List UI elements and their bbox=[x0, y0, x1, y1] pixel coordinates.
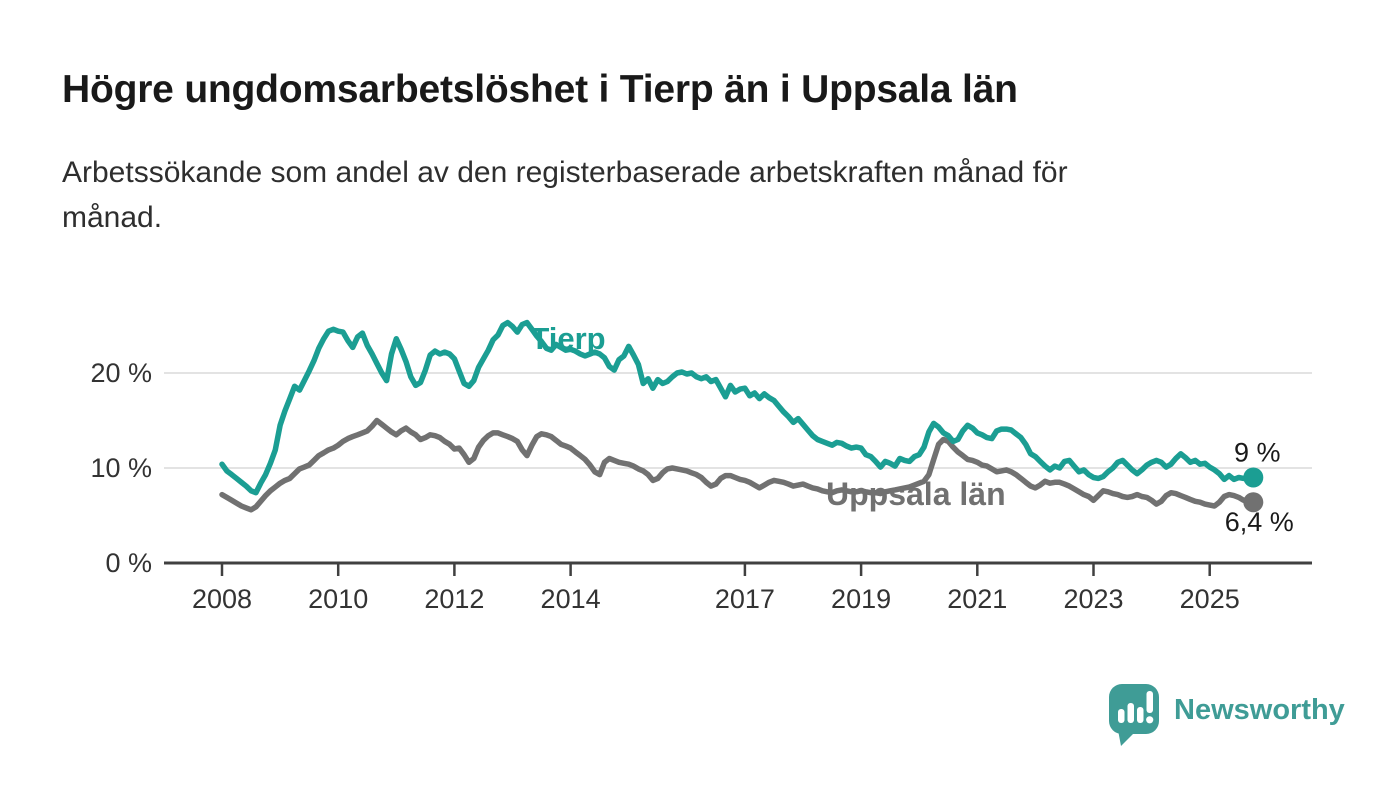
x-tick-label: 2023 bbox=[1063, 584, 1123, 614]
y-tick-label: 20 % bbox=[90, 358, 152, 388]
end-value-label-uppsala-lan: 6,4 % bbox=[1225, 507, 1294, 537]
series-label-uppsala-lan: Uppsala län bbox=[826, 476, 1006, 512]
header: Högre ungdomsarbetslöshet i Tierp än i U… bbox=[0, 0, 1400, 240]
series-end-dot-uppsala-lan bbox=[1243, 492, 1264, 513]
brand-footer: Newsworthy bbox=[1108, 683, 1345, 747]
x-tick-label: 2017 bbox=[715, 584, 775, 614]
x-tick-label: 2010 bbox=[308, 584, 368, 614]
y-tick-label: 10 % bbox=[90, 453, 152, 483]
series-line-tierp bbox=[219, 319, 1257, 496]
x-tick-label: 2019 bbox=[831, 584, 891, 614]
page-title: Högre ungdomsarbetslöshet i Tierp än i U… bbox=[62, 68, 1018, 111]
series-line-uppsala-lan bbox=[219, 417, 1257, 513]
series-end-dot-tierp bbox=[1243, 467, 1264, 488]
page-subtitle: Arbetssökande som andel av den registerb… bbox=[62, 150, 1282, 240]
x-tick-label: 2014 bbox=[541, 584, 601, 614]
brand-name: Newsworthy bbox=[1174, 694, 1345, 726]
page-subtitle-line1: Arbetssökande som andel av den registerb… bbox=[62, 155, 1068, 189]
series-label-tierp: Tierp bbox=[530, 321, 605, 356]
x-tick-label: 2021 bbox=[947, 584, 1007, 614]
x-tick-label: 2008 bbox=[192, 584, 252, 614]
end-value-label-tierp: 9 % bbox=[1234, 438, 1281, 468]
y-tick-label: 0 % bbox=[105, 548, 152, 578]
newsworthy-logo-icon bbox=[1109, 684, 1159, 746]
x-tick-label: 2012 bbox=[424, 584, 484, 614]
page-subtitle-line2: månad. bbox=[62, 200, 163, 234]
x-tick-label: 2025 bbox=[1180, 584, 1240, 614]
